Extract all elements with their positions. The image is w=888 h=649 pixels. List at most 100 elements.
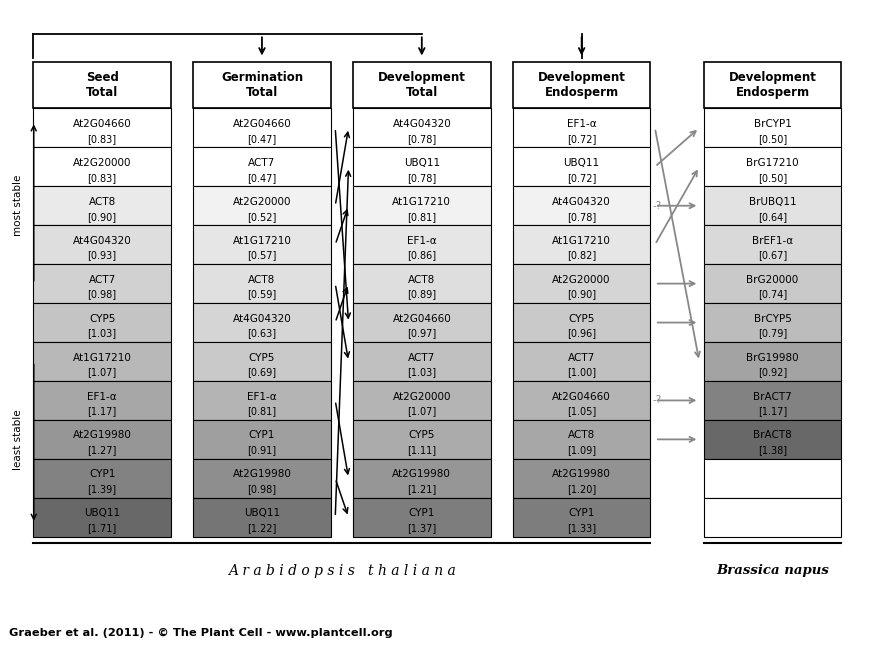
- Bar: [34, 264, 170, 303]
- Bar: [193, 381, 330, 420]
- Text: [0.93]: [0.93]: [88, 251, 116, 261]
- Text: [0.63]: [0.63]: [248, 328, 276, 339]
- Text: CYP1: CYP1: [89, 469, 115, 480]
- Bar: [193, 342, 330, 381]
- Text: [0.86]: [0.86]: [408, 251, 436, 261]
- Text: [0.72]: [0.72]: [567, 173, 597, 183]
- Bar: [34, 147, 170, 186]
- Text: Brassica napus: Brassica napus: [716, 564, 829, 577]
- Bar: [703, 62, 841, 108]
- Text: UBQ11: UBQ11: [84, 508, 120, 519]
- Text: Seed
Total: Seed Total: [85, 71, 119, 99]
- Text: CYP5: CYP5: [249, 352, 275, 363]
- Bar: [512, 303, 650, 342]
- Text: [0.90]: [0.90]: [88, 212, 116, 222]
- Bar: [34, 303, 170, 342]
- Text: [0.97]: [0.97]: [408, 328, 436, 339]
- Text: [1.37]: [1.37]: [408, 523, 436, 533]
- Text: At2G19980: At2G19980: [392, 469, 451, 480]
- Text: ACT8: ACT8: [249, 275, 275, 285]
- Bar: [512, 147, 650, 186]
- Text: [1.03]: [1.03]: [408, 367, 436, 378]
- Bar: [512, 381, 650, 420]
- Bar: [703, 108, 841, 147]
- Text: At1G17210: At1G17210: [233, 236, 291, 246]
- Text: [0.78]: [0.78]: [408, 134, 436, 144]
- Bar: [353, 342, 490, 381]
- Bar: [34, 108, 170, 147]
- Text: [1.22]: [1.22]: [247, 523, 277, 533]
- Text: Germination
Total: Germination Total: [221, 71, 303, 99]
- Text: most stable: most stable: [12, 175, 23, 236]
- Text: CYP5: CYP5: [89, 313, 115, 324]
- Text: At2G20000: At2G20000: [73, 158, 131, 168]
- Text: [0.81]: [0.81]: [408, 212, 436, 222]
- Text: CYP5: CYP5: [408, 430, 435, 441]
- Text: [1.71]: [1.71]: [88, 523, 116, 533]
- Bar: [34, 186, 170, 225]
- Text: [0.91]: [0.91]: [248, 445, 276, 456]
- Bar: [353, 147, 490, 186]
- Bar: [34, 498, 170, 537]
- Text: Development
Endosperm: Development Endosperm: [538, 71, 625, 99]
- Bar: [193, 303, 330, 342]
- Bar: [353, 498, 490, 537]
- Bar: [703, 498, 841, 537]
- Text: At2G04660: At2G04660: [233, 119, 291, 129]
- Text: [0.78]: [0.78]: [408, 173, 436, 183]
- Text: UBQ11: UBQ11: [244, 508, 280, 519]
- Text: [1.09]: [1.09]: [567, 445, 596, 456]
- Bar: [512, 342, 650, 381]
- Text: [0.57]: [0.57]: [247, 251, 277, 261]
- Text: ACT7: ACT7: [408, 352, 435, 363]
- Text: [0.96]: [0.96]: [567, 328, 596, 339]
- Text: [0.67]: [0.67]: [758, 251, 787, 261]
- Bar: [353, 264, 490, 303]
- Text: At4G04320: At4G04320: [392, 119, 451, 129]
- Text: [0.89]: [0.89]: [408, 289, 436, 300]
- Bar: [703, 225, 841, 264]
- Bar: [193, 420, 330, 459]
- Bar: [512, 264, 650, 303]
- Text: [0.81]: [0.81]: [248, 406, 276, 417]
- Bar: [703, 459, 841, 498]
- Bar: [512, 225, 650, 264]
- Text: At2G19980: At2G19980: [552, 469, 611, 480]
- Text: [0.98]: [0.98]: [248, 484, 276, 495]
- Bar: [353, 459, 490, 498]
- Text: -?: -?: [653, 395, 662, 406]
- Text: At1G17210: At1G17210: [73, 352, 131, 363]
- Bar: [703, 342, 841, 381]
- Text: At4G04320: At4G04320: [233, 313, 291, 324]
- Text: [0.82]: [0.82]: [567, 251, 596, 261]
- Bar: [353, 108, 490, 147]
- Bar: [193, 459, 330, 498]
- Text: At1G17210: At1G17210: [552, 236, 611, 246]
- Text: At2G04660: At2G04660: [392, 313, 451, 324]
- Bar: [193, 186, 330, 225]
- Text: EF1-α: EF1-α: [87, 391, 117, 402]
- Bar: [34, 342, 170, 381]
- Bar: [512, 62, 650, 108]
- Text: At1G17210: At1G17210: [392, 197, 451, 207]
- Text: A r a b i d o p s i s   t h a l i a n a: A r a b i d o p s i s t h a l i a n a: [228, 564, 456, 578]
- Bar: [703, 186, 841, 225]
- Bar: [193, 147, 330, 186]
- Text: [1.05]: [1.05]: [567, 406, 596, 417]
- Text: [1.00]: [1.00]: [567, 367, 596, 378]
- Bar: [353, 381, 490, 420]
- Bar: [34, 62, 170, 108]
- Text: Development
Endosperm: Development Endosperm: [729, 71, 816, 99]
- Bar: [193, 108, 330, 147]
- Text: CYP1: CYP1: [408, 508, 435, 519]
- Text: UBQ11: UBQ11: [564, 158, 599, 168]
- Bar: [353, 186, 490, 225]
- Text: [0.59]: [0.59]: [248, 289, 276, 300]
- Text: [0.74]: [0.74]: [758, 289, 787, 300]
- Text: ACT8: ACT8: [568, 430, 595, 441]
- Text: [1.21]: [1.21]: [408, 484, 436, 495]
- Text: BrACT7: BrACT7: [753, 391, 792, 402]
- Bar: [193, 498, 330, 537]
- Text: ACT8: ACT8: [408, 275, 435, 285]
- Text: [1.07]: [1.07]: [408, 406, 436, 417]
